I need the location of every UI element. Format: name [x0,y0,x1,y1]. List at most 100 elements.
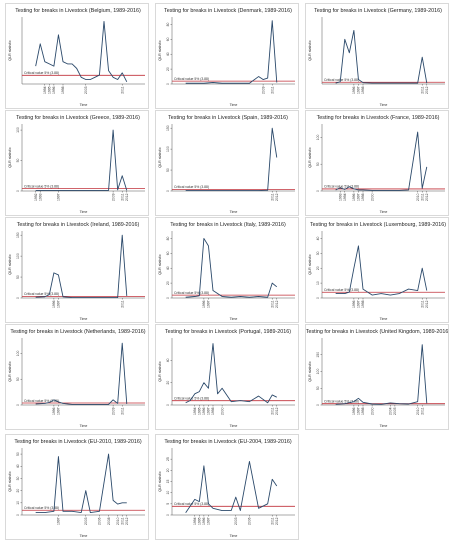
y-axis-label: QLR statistic [158,361,162,382]
chart-svg-3: Testing for breaks in Livestock (Greece,… [8,115,145,214]
chart-svg-13: Testing for breaks in Livestock (EU-2004… [158,439,295,538]
critical-value-label: Critical value 5% (3.88) [24,399,59,403]
x-tick-label: 1997 [57,517,61,525]
x-tick-label: 2000 [370,407,374,415]
y-axis-label: QLR statistic [8,40,12,61]
x-tick-label: 1996 [202,407,206,415]
chart-title: Testing for breaks in Livestock (Belgium… [15,8,141,14]
x-axis-label: Time [230,317,238,321]
x-axis-label: Time [80,317,88,321]
x-tick-label: 2011 [120,407,124,414]
x-tick-label: 1996 [202,517,206,525]
y-tick-label: 0 [316,297,320,299]
series-line-0 [185,343,277,404]
y-axis-label: QLR statistic [308,40,312,61]
y-tick-label: 20 [16,489,20,493]
chart-title: Testing for breaks in Livestock (EU-2004… [164,439,292,445]
y-tick-label: 50 [16,452,20,456]
x-tick-label: 2012 [275,300,279,308]
y-axis-label: QLR statistic [308,147,312,168]
x-tick-label: 1996 [52,86,56,94]
x-tick-label: 1996 [202,300,206,308]
chart-panel-13: Testing for breaks in Livestock (EU-2004… [155,434,299,540]
y-tick-label: 100 [16,351,20,357]
critical-value-label: Critical value 5% (3.88) [24,506,59,510]
y-tick-label: 0 [316,190,320,192]
y-tick-label: 40 [166,266,170,270]
series-line-0 [185,237,278,298]
x-tick-label: 2011 [270,193,274,200]
x-tick-label: 2011 [120,300,124,307]
chart-svg-7: Testing for breaks in Livestock (Italy, … [158,222,295,321]
y-tick-label: 100 [166,146,170,152]
y-tick-label: 50 [16,159,20,163]
y-axis-label: QLR statistic [8,147,12,168]
y-tick-label: 20 [166,281,170,285]
x-tick-label: 2005 [393,407,397,415]
x-tick-label: 2000 [370,193,374,201]
y-tick-label: 20 [166,468,170,472]
x-axis-label: Time [80,103,88,107]
chart-svg-12: Testing for breaks in Livestock (EU-2010… [8,439,145,538]
y-axis-label: QLR statistic [308,361,312,382]
chart-title: Testing for breaks in Livestock (United … [306,329,449,335]
x-axis-label: Time [80,424,88,428]
y-tick-label: 0 [166,83,170,85]
x-axis-label: Time [230,103,238,107]
y-tick-label: 50 [16,377,20,381]
x-tick-label: 1992 [34,193,38,201]
chart-panel-6: Testing for breaks in Livestock (Ireland… [5,217,149,323]
series-line-0 [35,453,127,514]
x-axis-label: Time [380,103,388,107]
chart-svg-1: Testing for breaks in Livestock (Denmark… [158,8,295,107]
y-tick-label: 20 [316,266,320,270]
y-axis-label: QLR statistic [8,361,12,382]
series-line-0 [185,20,278,84]
x-axis-label: Time [80,534,88,538]
critical-value-label: Critical value 5% (3.88) [24,184,59,188]
x-tick-label: 1996 [352,86,356,94]
chart-title: Testing for breaks in Livestock (Denmark… [164,8,292,14]
x-axis-label: Time [230,424,238,428]
series-line-0 [185,460,278,514]
y-axis-label: QLR statistic [8,254,12,275]
x-tick-label: 2000 [220,407,224,415]
chart-title: Testing for breaks in Livestock (EU-2010… [14,439,142,445]
x-tick-label: 2008 [107,517,111,525]
y-tick-label: 0 [16,190,20,192]
y-tick-label: 0 [16,514,20,516]
chart-panel-10: Testing for breaks in Livestock (Portuga… [155,324,299,430]
x-tick-label: 1994 [193,517,197,525]
y-tick-label: 0 [166,297,170,299]
chart-panel-9: Testing for breaks in Livestock (Netherl… [5,324,149,430]
y-tick-label: 50 [316,386,320,390]
chart-title: Testing for breaks in Livestock (France,… [317,115,440,121]
series-line-0 [35,342,128,405]
x-tick-label: 2011 [420,86,424,93]
x-tick-label: 2012 [275,517,279,525]
x-tick-label: 1997 [57,193,61,201]
y-axis-label: QLR statistic [158,147,162,168]
chart-panel-7: Testing for breaks in Livestock (Italy, … [155,217,299,323]
x-tick-label: 1998 [61,86,65,94]
x-tick-label: 2006 [248,517,252,525]
x-tick-label: 1997 [357,407,361,415]
y-axis-label: QLR statistic [8,471,12,492]
chart-title: Testing for breaks in Livestock (Luxembo… [310,222,446,228]
critical-value-label: Critical value 5% (3.88) [24,292,59,296]
y-tick-label: 20 [166,381,170,385]
y-tick-label: 10 [166,491,170,495]
chart-panel-2: Testing for breaks in Livestock (Germany… [305,3,449,109]
x-tick-label: 1995 [48,86,52,94]
chart-svg-10: Testing for breaks in Livestock (Portuga… [158,329,295,428]
x-tick-label: 2012 [425,193,429,201]
y-tick-label: 40 [316,236,320,240]
chart-title: Testing for breaks in Livestock (Spain, … [168,115,288,121]
series-line-0 [35,21,128,82]
critical-value-label: Critical value 5% (3.88) [324,78,359,82]
y-tick-label: 40 [166,358,170,362]
x-tick-label: 1998 [211,407,215,415]
chart-title: Testing for breaks in Livestock (Italy, … [170,222,286,228]
y-axis-label: QLR statistic [158,471,162,492]
y-tick-label: 40 [16,464,20,468]
